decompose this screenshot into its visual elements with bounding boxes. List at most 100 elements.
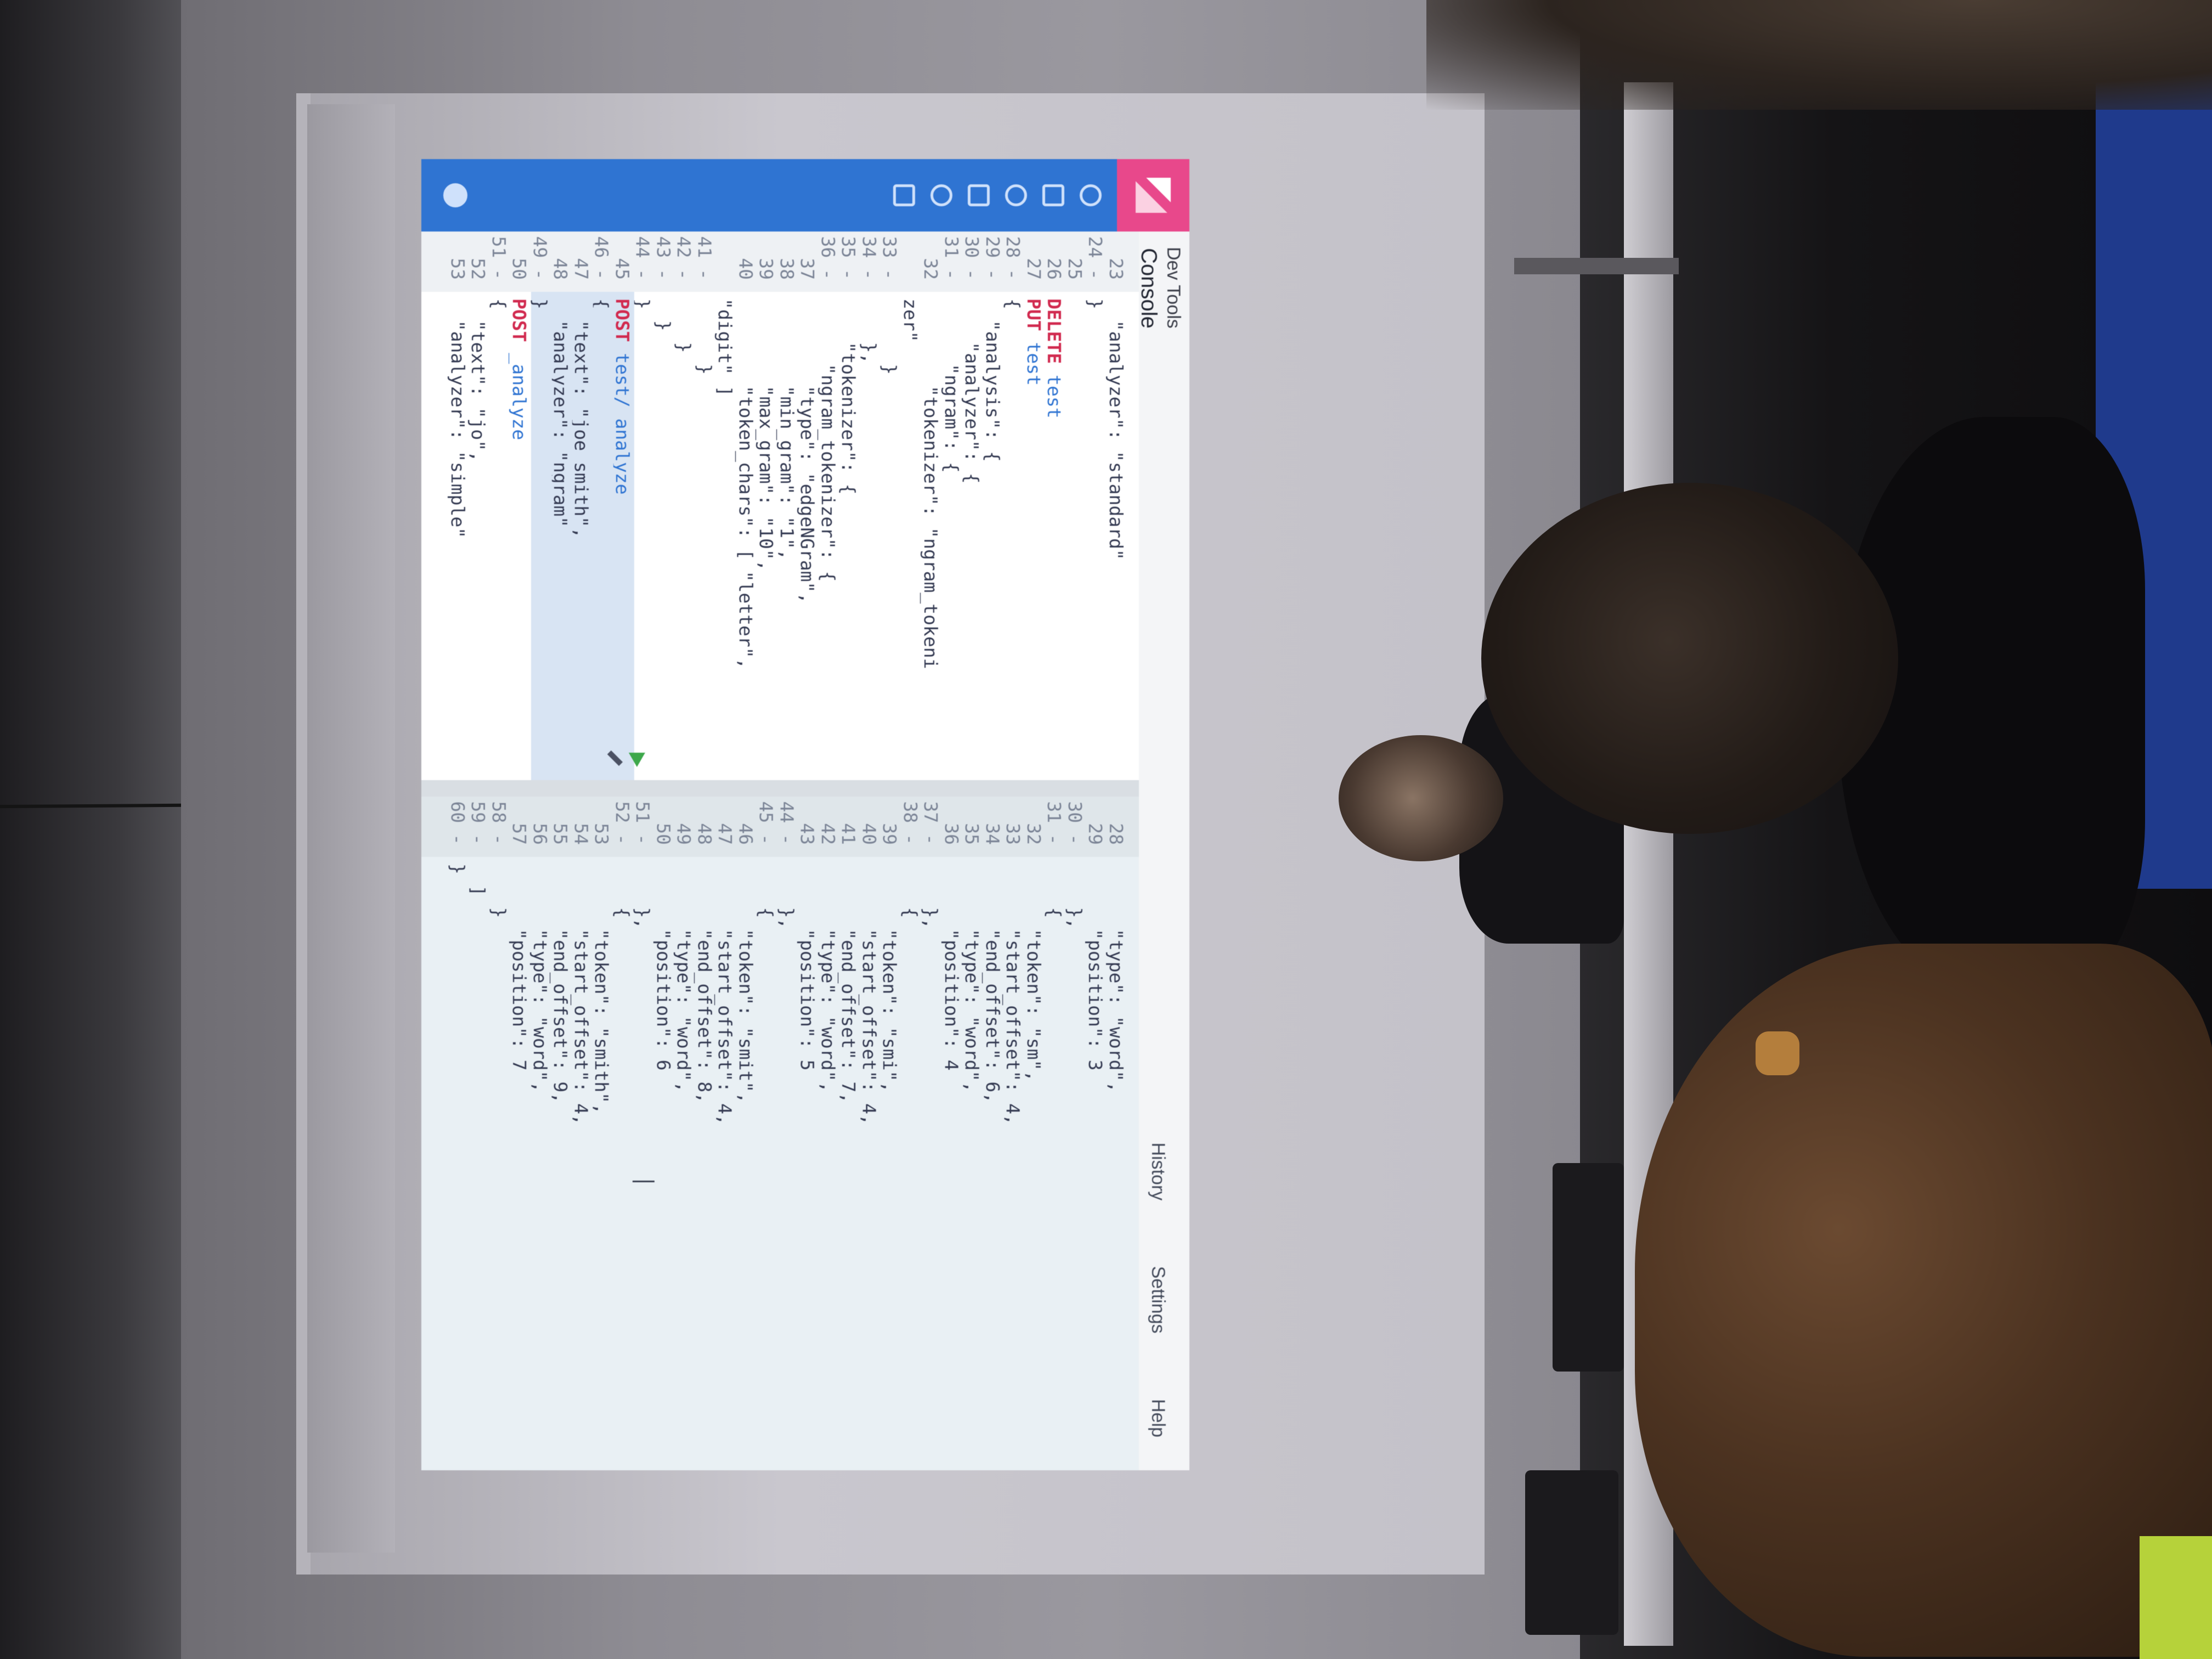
code-text: "type": "word", xyxy=(961,864,983,1093)
code-text: { xyxy=(755,864,777,918)
code-text: "position": 3 xyxy=(1085,864,1107,1071)
line-number: 26 xyxy=(1043,258,1065,280)
text-cursor xyxy=(633,1181,655,1182)
output-line: 34 "end_offset": 6, xyxy=(980,797,1005,1103)
output-line: 49 "type": "word", xyxy=(672,797,696,1092)
line-number: 29 - xyxy=(982,236,1003,280)
timelion-icon[interactable] xyxy=(968,184,990,206)
line-number: 38 xyxy=(776,258,798,280)
code-text: }, xyxy=(859,298,880,364)
output-line: 30 - }, xyxy=(1063,797,1087,929)
http-method: POST xyxy=(612,298,633,342)
http-method: PUT xyxy=(1023,298,1045,331)
output-line: 56 "type": "word", xyxy=(528,797,552,1092)
line-number: 49 - xyxy=(529,236,551,280)
code-text: "max_gram": "10", xyxy=(755,298,777,571)
code-text: "start_offset": 4, xyxy=(571,864,592,1125)
output-line: 33 "start_offset": 4, xyxy=(1001,797,1025,1125)
code-text: "token": "smith", xyxy=(591,864,613,1114)
request-editor[interactable]: 23 "analyzer": "standard" 24 -} 25 26DELETE… xyxy=(421,232,1139,780)
code-text: "start_offset": 4, xyxy=(714,864,736,1125)
code-text: "end_offset": 9, xyxy=(550,864,572,1104)
line-number: 52 - xyxy=(612,801,633,845)
code-text: } xyxy=(632,298,654,309)
http-method: DELETE xyxy=(1043,298,1065,364)
kibana-logo[interactable] xyxy=(1117,159,1189,232)
editor-line: 52 "text": "jo", xyxy=(466,232,490,462)
line-number: 44 - xyxy=(632,236,654,280)
line-number: 56 xyxy=(529,823,551,845)
line-number: 33 - xyxy=(879,236,901,280)
line-number: 57 xyxy=(509,823,531,845)
settings-link[interactable]: Settings xyxy=(1148,1266,1169,1334)
history-link[interactable]: History xyxy=(1148,1142,1169,1201)
app-title: Dev Tools xyxy=(1163,247,1184,329)
line-number: 28 xyxy=(1105,823,1127,845)
code-text: "text": "joe smith", xyxy=(571,298,592,539)
tab-console[interactable]: Console xyxy=(1136,242,1161,334)
line-number: 35 - xyxy=(838,236,860,280)
line-number: 25 xyxy=(1064,258,1086,280)
audience-member-hair xyxy=(1635,944,2212,1657)
discover-icon[interactable] xyxy=(1080,184,1102,206)
sidebar xyxy=(421,159,1117,232)
visualize-icon[interactable] xyxy=(1042,184,1064,206)
output-line: 35 "type": "word", xyxy=(960,797,984,1092)
audience-member-head xyxy=(1481,483,1898,834)
line-number: 42 xyxy=(817,823,839,845)
line-number: 47 xyxy=(571,258,592,280)
projected-screen: Dev Tools Console History Settings Help … xyxy=(421,159,1189,1470)
request-path: test xyxy=(1023,331,1045,386)
output-line: 40 "start_offset": 4, xyxy=(857,797,881,1125)
code-text: "analyzer": "simple" xyxy=(447,298,469,539)
code-text: "position": 5 xyxy=(797,864,819,1071)
line-number: 46 - xyxy=(591,236,613,280)
code-text: { xyxy=(1043,864,1065,918)
hair-clip xyxy=(1756,1031,1799,1075)
output-line: 45 - { xyxy=(754,797,778,918)
laptop xyxy=(1525,1470,1618,1635)
line-number: 48 xyxy=(694,823,715,845)
code-text: } xyxy=(1085,298,1107,309)
code-text: } xyxy=(488,864,510,918)
collapse-icon[interactable] xyxy=(443,183,467,207)
code-text: { xyxy=(900,864,921,918)
code-text: "analyzer": "ngram" xyxy=(550,298,572,528)
code-text: "type": "word", xyxy=(1105,864,1127,1093)
code-text: "type": "edgeNGram", xyxy=(797,298,819,604)
editor-line: 42 - } xyxy=(672,232,696,353)
code-text: "text": "jo", xyxy=(467,298,489,462)
line-number: 38 - xyxy=(900,801,921,845)
code-text: "tokenizer": "ngram_tokeni xyxy=(920,298,942,669)
output-line: 31 - { xyxy=(1042,797,1066,918)
line-number: 36 xyxy=(941,823,962,845)
top-bar: Dev Tools Console History Settings Help xyxy=(1136,159,1189,1470)
code-text: } xyxy=(879,298,901,375)
line-number: 59 - xyxy=(467,801,489,845)
output-line: 28 "type": "word", xyxy=(1104,797,1128,1092)
editor-line: 23 "analyzer": "standard" xyxy=(1104,232,1128,560)
management-icon[interactable] xyxy=(893,184,915,206)
response-output[interactable]: 28 "type": "word", 29 "position": 3 30 - }… xyxy=(421,797,1139,1470)
line-number: 34 xyxy=(982,823,1003,845)
editor-line: 47 "text": "joe smith", xyxy=(569,232,593,538)
pane-divider[interactable] xyxy=(421,780,1139,797)
code-text: "position": 4 xyxy=(941,864,962,1071)
help-link[interactable]: Help xyxy=(1148,1399,1169,1437)
editor-line: 48 "analyzer": "ngram" xyxy=(549,232,573,527)
dev-tools-icon[interactable] xyxy=(930,184,952,206)
editor-line: 26 DELETE test xyxy=(1042,232,1066,418)
line-number: 60 - xyxy=(447,801,469,845)
output-line: 55 "end_offset": 9, xyxy=(549,797,573,1103)
output-line: 46 "token": "smit", xyxy=(733,797,758,1103)
line-number: 41 xyxy=(838,823,860,845)
top-links: History Settings Help xyxy=(1147,1082,1169,1438)
code-text: } xyxy=(529,298,551,309)
code-text: } xyxy=(673,298,695,353)
dashboard-icon[interactable] xyxy=(1005,184,1027,206)
code-text: "end_offset": 6, xyxy=(982,864,1003,1104)
code-text: "position": 7 xyxy=(509,864,531,1071)
editor-line: 27 PUT test xyxy=(1022,232,1046,386)
run-request-icon[interactable] xyxy=(629,753,645,767)
line-number: 32 xyxy=(1023,823,1045,845)
